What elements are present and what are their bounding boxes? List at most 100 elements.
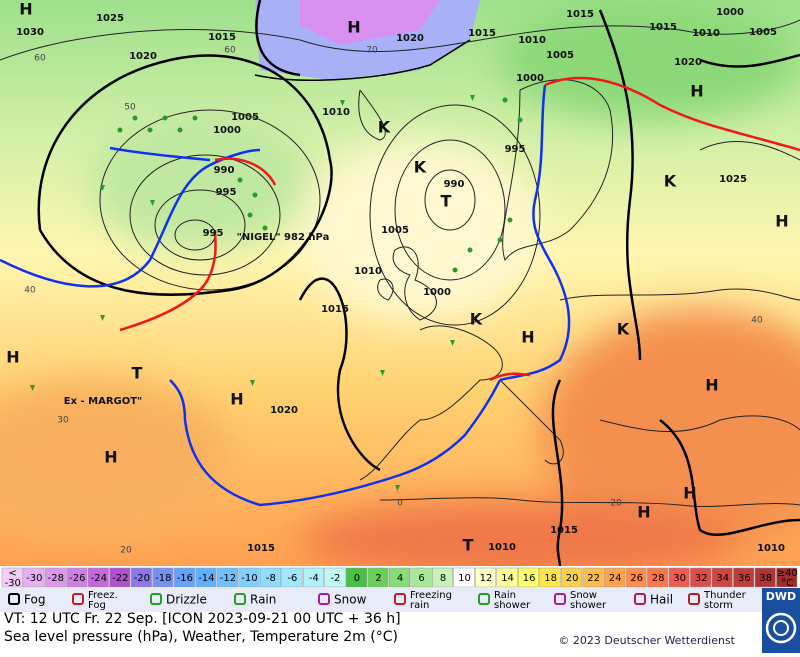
scale-cell — [388, 567, 411, 588]
scale-cell — [690, 567, 712, 588]
isobar-label: 1000 — [516, 73, 544, 84]
scale-label: 16 — [523, 573, 536, 584]
isobar-label: 990 — [214, 165, 235, 176]
isotherm-label: 60 — [34, 54, 46, 64]
weather-symbols — [30, 95, 523, 491]
scale-cell — [561, 567, 583, 588]
isobar-label: 1015 — [208, 32, 236, 43]
isobar-label: 1010 — [757, 543, 785, 554]
scale-cell — [173, 567, 195, 588]
legend-label: Snow — [334, 593, 367, 607]
isobar-label: 1000 — [423, 287, 451, 298]
scale-label: -24 — [91, 573, 107, 584]
isobar-label: 1010 — [488, 542, 516, 553]
isobar-label: 1005 — [381, 225, 409, 236]
legend-icon — [634, 593, 646, 605]
legend-icon — [688, 593, 700, 605]
isotherm-label: 30 — [57, 416, 69, 426]
scale-label: 4 — [397, 573, 403, 584]
scale-cell — [66, 567, 88, 588]
isobar-label: 1015 — [566, 9, 594, 20]
copyright: © 2023 Deutscher Wetterdienst — [558, 634, 735, 647]
scale-label: -4 — [309, 573, 319, 584]
scale-label: 6 — [418, 573, 424, 584]
isobar-label: 990 — [444, 179, 465, 190]
pressure-center: T — [132, 364, 143, 383]
scale-label: 20 — [566, 573, 579, 584]
scale-cell — [1, 567, 23, 588]
storm-name: "NIGEL" 982 hPa — [237, 232, 330, 243]
temperature-scale: < -30 -30 -28 -26 -24 -22 -20 -18 -16 -14 -12 -10 -8-… — [0, 566, 800, 589]
scale-label: 0 — [354, 573, 360, 584]
isotherm-label: 0 — [397, 499, 403, 509]
legend-label: Rain — [250, 593, 276, 607]
legend-label: Thunder storm — [703, 590, 747, 611]
scale-cell — [324, 567, 346, 588]
scale-label: 12 — [480, 573, 493, 584]
scale-cell — [130, 567, 152, 588]
map-background — [0, 0, 800, 580]
isobar-label: 1010 — [692, 28, 720, 39]
legend-label: Snow shower — [570, 590, 607, 611]
legend-icon — [234, 593, 246, 605]
scale-label: 22 — [587, 573, 600, 584]
isobar-label: 1020 — [129, 51, 157, 62]
symbol-legend: Fog Freez. Fog Drizzle Rain Snow Freezing rain R… — [0, 588, 762, 612]
scale-cell — [367, 567, 389, 588]
legend-label: Freez. Fog — [88, 590, 118, 611]
scale-label: -8 — [266, 573, 276, 584]
legend-label: Fog — [24, 593, 45, 607]
pressure-center: K — [378, 118, 391, 137]
fronts — [0, 76, 800, 507]
storm-name: Ex - MARGOT" — [64, 396, 143, 407]
scale-label: -14 — [198, 573, 214, 584]
pressure-center: H — [230, 390, 243, 409]
pressure-center: H — [637, 503, 650, 522]
scale-label: < -30 — [5, 568, 21, 589]
pressure-center: K — [470, 310, 483, 329]
isotherm-label: 20 — [120, 546, 132, 556]
pressure-center: H — [521, 328, 534, 347]
isotherm-label: 40 — [24, 286, 36, 296]
scale-label: -16 — [177, 573, 193, 584]
isobar-label: 1025 — [96, 13, 124, 24]
scale-label: 34 — [716, 573, 729, 584]
scale-cell — [776, 567, 798, 588]
thick-isobars — [37, 0, 800, 567]
isotherm-label: 70 — [366, 46, 378, 56]
isobar-label: 995 — [216, 187, 237, 198]
isotherm-label: 20 — [610, 499, 622, 509]
isobar-label: 1010 — [354, 266, 382, 277]
pressure-center: K — [617, 320, 630, 339]
isobar-label: 1020 — [674, 57, 702, 68]
scale-label: 28 — [652, 573, 665, 584]
isobar-label: 995 — [203, 228, 224, 239]
legend-icon — [150, 593, 162, 605]
scale-label: 30 — [673, 573, 686, 584]
scale-label: -20 — [134, 573, 150, 584]
legend-icon — [478, 593, 490, 605]
coastlines — [358, 79, 800, 507]
scale-cell — [518, 567, 540, 588]
isobar-label: 1015 — [247, 543, 275, 554]
legend-icon — [72, 593, 84, 605]
scale-cell — [216, 567, 238, 588]
legend-label: Drizzle — [166, 593, 207, 607]
legend-icon — [318, 593, 330, 605]
scale-label: -18 — [155, 573, 171, 584]
legend-label: Rain shower — [494, 590, 531, 611]
scale-label: 32 — [695, 573, 708, 584]
legend-label: Freezing rain — [410, 590, 452, 611]
logo-text: DWD — [766, 590, 796, 603]
pressure-center: H — [705, 376, 718, 395]
legend-icon — [8, 593, 20, 605]
isobar-label: 1010 — [518, 35, 546, 46]
scale-cell — [302, 567, 324, 588]
isobar-label: 1020 — [396, 33, 424, 44]
scale-cell — [733, 567, 755, 588]
scale-cell — [453, 567, 475, 588]
isobar-label: 1015 — [550, 525, 578, 536]
scale-cell — [281, 567, 303, 588]
